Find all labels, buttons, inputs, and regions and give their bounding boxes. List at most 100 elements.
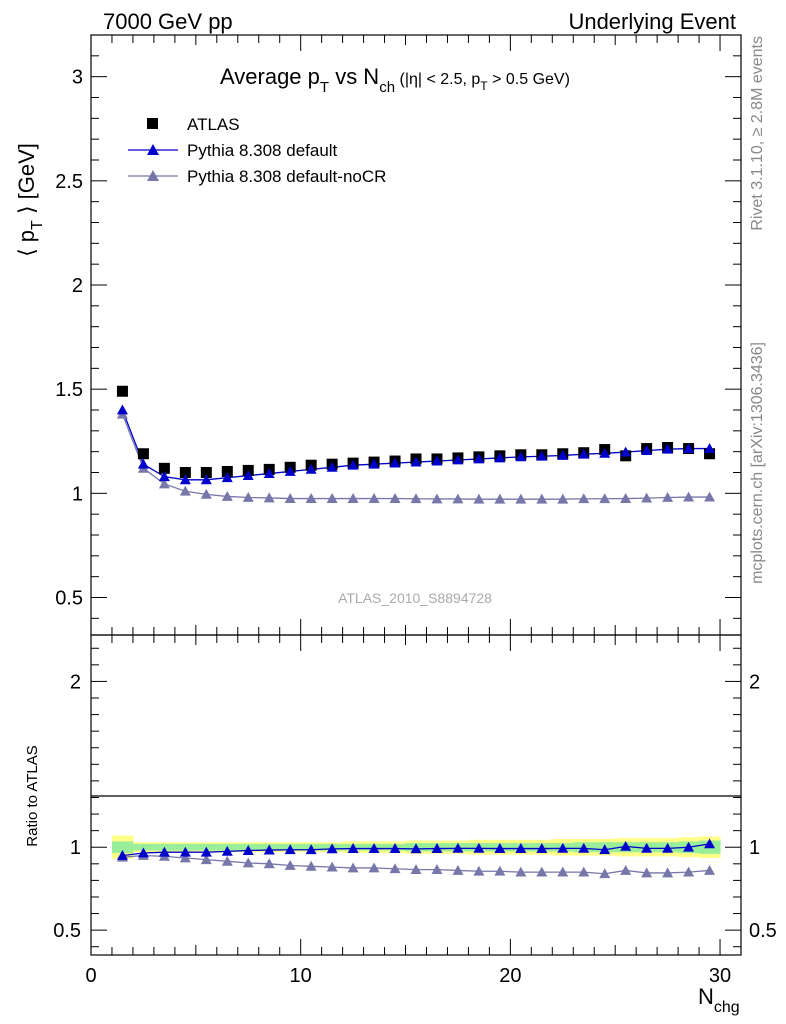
ratio-default-point (557, 842, 569, 853)
nocr-point (452, 493, 464, 504)
nocr-point (389, 493, 401, 503)
nocr-point (431, 493, 443, 504)
x-tick-label: 10 (290, 965, 312, 987)
legend-label-default: Pythia 8.308 default (187, 141, 338, 160)
ratio-default-point (662, 842, 674, 853)
ratio-nocr-point (515, 866, 527, 877)
ratio-band-inner (111, 841, 134, 854)
legend-marker-nocr (147, 170, 159, 181)
ratio-nocr-point (641, 867, 653, 878)
nocr-point (326, 493, 338, 503)
main-y-tick-label: 2.5 (55, 171, 83, 193)
default-point (452, 454, 464, 465)
nocr-point (620, 493, 632, 503)
ratio-nocr-point (620, 864, 632, 875)
default-point (641, 445, 653, 456)
ratio-nocr-point (662, 867, 674, 878)
default-point (683, 443, 695, 453)
default-point (200, 474, 212, 485)
ratio-default-point (284, 844, 296, 855)
legend-label-nocr: Pythia 8.308 default-noCR (187, 167, 386, 186)
default-point (704, 443, 716, 453)
header-right: Underlying Event (568, 9, 736, 34)
x-tick-label: 20 (499, 965, 521, 987)
default-point (662, 443, 674, 454)
ratio-nocr-point (200, 854, 212, 865)
default-point (284, 465, 296, 476)
ratio-plot: 0.5 0.51 12 20 10 20 30 Ratio to ATLAS Nchg (24, 634, 777, 1016)
ratio-default-point (200, 846, 212, 857)
ratio-default-point (683, 841, 695, 852)
default-point (158, 471, 170, 482)
ratio-default-point (389, 843, 401, 853)
nocr-point (515, 493, 527, 504)
atlas-point (179, 467, 191, 478)
ratio-ylabel: Ratio to ATLAS (24, 745, 41, 846)
ratio-y-tick-label-right: 2 (749, 671, 760, 693)
ratio-nocr-point (389, 863, 401, 874)
mcplots-label: mcplots.cern.ch [arXiv:1306.3436] (749, 342, 766, 584)
ratio-default-point (263, 844, 275, 855)
main-ylabel: ⟨ pT ⟩ [GeV] (14, 143, 46, 257)
nocr-point (662, 492, 674, 502)
header-left: 7000 GeV pp (103, 9, 233, 34)
ratio-default-point (473, 842, 485, 853)
nocr-point (704, 491, 716, 502)
ratio-y-tick-label: 1 (70, 837, 81, 859)
ratio-default-point (158, 846, 170, 857)
ratio-default-point (494, 843, 506, 853)
main-y-tick-label: 2 (72, 275, 83, 297)
ratio-default-point (410, 843, 422, 854)
nocr-point (473, 493, 485, 504)
nocr-point (578, 493, 590, 504)
ratio-default-point (431, 843, 443, 853)
ratio-nocr-point (473, 865, 485, 876)
x-tick-label: 30 (709, 965, 731, 987)
legend-marker-atlas (147, 118, 158, 129)
atlas-point (704, 448, 716, 460)
ratio-default-point (137, 847, 149, 858)
main-y-tick-label: 1.5 (55, 379, 83, 401)
ratio-default-point (116, 850, 128, 860)
default-point (389, 457, 401, 468)
ratio-default-point (347, 843, 359, 853)
default-point (347, 459, 359, 470)
ratio-nocr-point (410, 864, 422, 875)
ratio-nocr-point (221, 855, 233, 866)
ratio-default-point (620, 840, 632, 851)
nocr-point (242, 492, 254, 502)
ratio-y-tick-label-right: 1 (749, 837, 760, 859)
ratio-nocr-point (431, 864, 443, 875)
ratio-nocr-point (704, 864, 716, 875)
default-point (431, 455, 443, 466)
ratio-nocr-point (557, 866, 569, 877)
default-point (221, 472, 233, 483)
default-point (368, 458, 380, 469)
nocr-point (536, 493, 548, 504)
ratio-nocr-point (494, 865, 506, 876)
nocr-point (494, 493, 506, 504)
default-point (620, 446, 632, 457)
nocr-point (410, 493, 422, 504)
default-point (179, 474, 191, 485)
analysis-id: ATLAS_2010_S8894728 (338, 590, 492, 606)
nocr-point (263, 492, 275, 503)
ratio-default-point (326, 843, 338, 854)
default-point (242, 470, 254, 481)
x-tick-label: 0 (85, 965, 96, 987)
default-point (137, 458, 149, 469)
ratio-nocr-point (305, 860, 317, 871)
ratio-nocr-point (284, 859, 296, 870)
main-title: Average pT vs Nch (|η| < 2.5, pT > 0.5 G… (220, 64, 570, 96)
nocr-point (641, 492, 653, 503)
default-point (305, 463, 317, 474)
rivet-label: Rivet 3.1.10, ≥ 2.8M events (749, 36, 766, 231)
ratio-nocr-point (683, 866, 695, 877)
ratio-default-point (179, 846, 191, 857)
default-point (599, 447, 611, 458)
nocr-point (557, 493, 569, 504)
ratio-default-point (578, 842, 590, 853)
ratio-default-point (305, 844, 317, 855)
default-point (263, 468, 275, 478)
